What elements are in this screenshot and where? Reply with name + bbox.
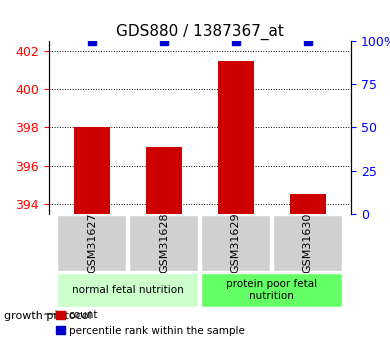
Text: GSM31629: GSM31629 [231,213,241,273]
FancyBboxPatch shape [57,215,126,272]
Bar [290,195,326,214]
Title: GDS880 / 1387367_at: GDS880 / 1387367_at [116,24,284,40]
Bar [74,128,110,214]
Text: GSM31628: GSM31628 [159,213,169,273]
Bar [218,60,254,214]
Text: protein poor fetal
nutrition: protein poor fetal nutrition [226,279,317,300]
Text: GSM31627: GSM31627 [87,213,97,273]
FancyBboxPatch shape [57,273,199,307]
FancyBboxPatch shape [129,215,199,272]
Legend: count, percentile rank within the sample: count, percentile rank within the sample [52,306,249,340]
Text: GSM31630: GSM31630 [303,213,313,273]
FancyBboxPatch shape [201,273,342,307]
FancyBboxPatch shape [273,215,342,272]
Text: growth protocol: growth protocol [4,311,92,321]
FancyBboxPatch shape [201,215,270,272]
Bar [146,147,182,214]
Text: normal fetal nutrition: normal fetal nutrition [72,285,184,295]
